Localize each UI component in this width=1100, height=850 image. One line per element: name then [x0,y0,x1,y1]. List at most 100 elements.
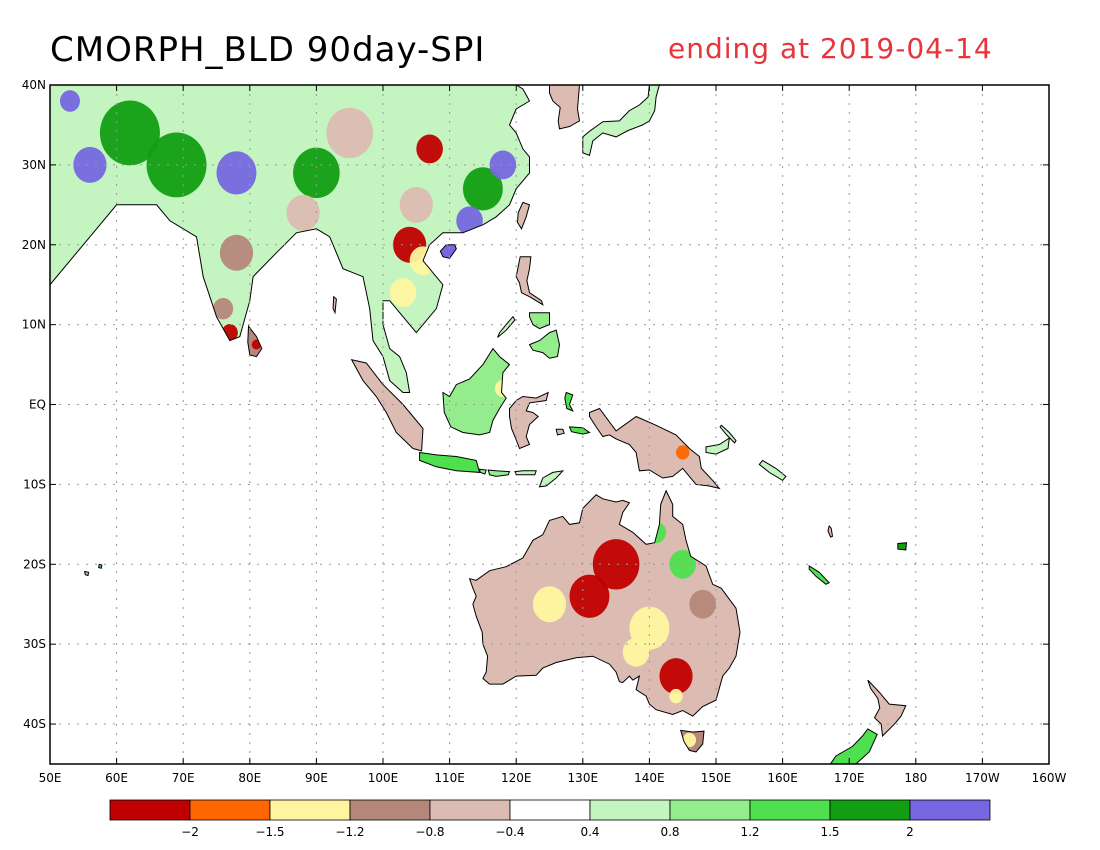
lat-tick-label: 20N [22,238,46,252]
lon-tick-label: 140E [634,771,665,785]
lon-tick-label: 50E [39,771,62,785]
coastline-taiwan [516,201,531,230]
region-sulawesi [509,392,549,449]
region-taiwan [517,202,530,229]
spi-patch [669,688,683,704]
coastline-borneo [442,347,511,436]
region-vanuatu [827,526,833,538]
lat-tick-label: 20S [23,557,46,571]
coastline-java [419,451,481,473]
colorbar-swatch [109,799,191,821]
lon-tick-label: 170W [965,771,1000,785]
lon-tick-label: 120E [501,771,532,785]
lat-tick-label: 10N [22,318,46,332]
spi-anomaly-patches [59,90,716,748]
latitude-tick-labels: 40N 30N 20N 10N EQ 10S 20S 30S 40S [22,78,46,731]
coastline-sumbawa-lombok [487,469,511,477]
coastline-buru [555,428,565,436]
region-honshu-japan [582,85,660,156]
spi-patch [592,539,640,590]
region-hokkaido [649,41,686,73]
coastline-reunion [83,570,90,577]
coastline-halmahera [564,391,574,412]
colorbar-swatch [669,799,751,821]
spi-patch [682,732,697,748]
colorbar-label: 1.2 [740,825,759,839]
coastline-new-ireland [719,424,737,444]
spi-patch [532,586,567,623]
spi-patch [676,445,690,460]
spi-patch [326,107,374,159]
coastline-vanuatu [827,524,834,538]
longitude-tick-labels: 50E 60E 70E 80E 90E 100E 110E 120E 130E 140E 150E 1… [39,771,1067,785]
lon-tick-label: 60E [105,771,128,785]
lon-tick-label: 160E [767,771,798,785]
coastline-luzon [515,256,544,306]
colorbar-swatch [589,799,671,821]
coastline-flores [514,470,537,476]
coastlines [50,41,908,764]
lon-tick-label: 150E [701,771,732,785]
lon-tick-label: 110E [434,771,465,785]
coastline-tasmania [680,729,705,753]
spi-patch [219,234,254,271]
region-solomon-islands [759,460,786,481]
region-fiji [897,542,907,550]
spi-patch [286,194,320,231]
coastline-fiji [897,542,908,551]
region-new-ireland [720,425,736,443]
colorbar-label: −1.2 [335,825,364,839]
colorbar-label: −0.4 [495,825,524,839]
coastline-visayas [529,312,550,330]
spi-patch [489,150,517,180]
spi-patch [389,278,417,308]
region-new-caledonia [809,565,830,585]
coastline-andaman [332,295,337,315]
lat-tick-label: 40N [22,78,46,92]
coastline-new-zealand-south [829,728,878,764]
colorbar-label: −1.5 [255,825,284,839]
region-timor [539,470,563,487]
colorbar-swatch [509,799,591,821]
spi-patch [216,151,257,195]
colorbar-swatch [749,799,831,821]
coastline-sulawesi [509,391,549,450]
spi-patch [399,186,433,223]
coastline-bali [478,468,487,475]
colorbar-swatch [189,799,271,821]
spi-patch [669,549,696,579]
coastline-hokkaido [649,41,686,73]
coastline-new-britain [705,437,730,455]
region-madagascar-tip [43,500,50,540]
colorbar-swatch [829,799,911,821]
spi-patch [689,589,716,619]
region-new-guinea [589,408,720,489]
spi-patch [59,90,80,112]
coastline-sumatra [350,359,424,452]
lon-tick-label: 90E [305,771,328,785]
spi-patch [293,147,340,199]
coastline-korea [549,85,581,130]
region-sumatra [351,359,423,451]
lat-tick-label: 10S [23,477,46,491]
coastline-mindanao [528,329,561,359]
colorbar-swatch [429,799,511,821]
lon-tick-label: 130E [568,771,599,785]
region-bali [479,469,487,474]
coastline-palawan [497,315,516,338]
coastline-timor [538,470,565,488]
colorbar-label: −2 [181,825,199,839]
coastline-sri-lanka [247,324,263,358]
region-visayas [529,312,550,329]
colorbar: −2 −1.5 −1.2 −0.8 −0.4 0.4 0.8 1.2 1.5 2 [109,799,991,839]
lat-tick-label: EQ [29,398,46,412]
region-borneo [442,348,510,435]
coastline-mauritius [98,563,103,569]
colorbar-swatch [349,799,431,821]
spi-patch [622,637,650,667]
colorbar-label: 2 [906,825,914,839]
spi-patch [99,100,160,166]
colorbar-label: −0.8 [415,825,444,839]
spi-patch [73,146,107,183]
